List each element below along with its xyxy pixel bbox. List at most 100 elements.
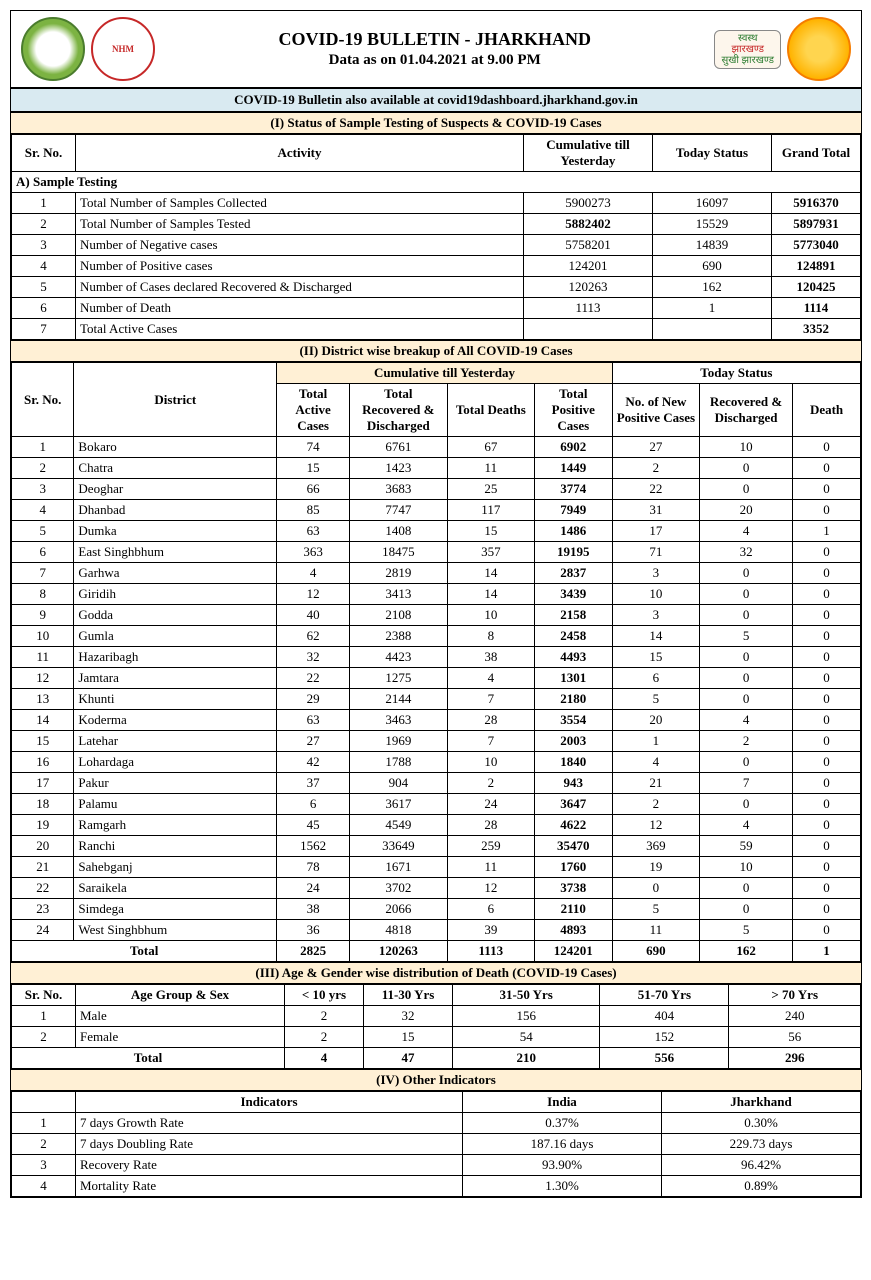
cell-val: 2 — [285, 1027, 364, 1048]
cell-today: 15529 — [653, 214, 772, 235]
cell-district: West Singhbhum — [74, 920, 277, 941]
cell-total: 5773040 — [772, 235, 861, 256]
cell-active: 15 — [277, 458, 350, 479]
cell-sr: 4 — [12, 1176, 76, 1197]
col-india: India — [463, 1092, 662, 1113]
cell-jh: 0.89% — [662, 1176, 861, 1197]
bulletin-page: NHM COVID-19 BULLETIN - JHARKHAND Data a… — [10, 10, 862, 1198]
cell-pos: 7949 — [534, 500, 612, 521]
cell-val: 556 — [600, 1048, 729, 1069]
cell-today: 16097 — [653, 193, 772, 214]
cell-today — [653, 319, 772, 340]
cell-newpos: 22 — [612, 479, 699, 500]
cell-sr: 1 — [12, 1006, 76, 1027]
cell-cum: 120263 — [524, 277, 653, 298]
cell-newpos: 10 — [612, 584, 699, 605]
cell-active: 62 — [277, 626, 350, 647]
table-row: 12Jamtara22127541301600 — [12, 668, 861, 689]
cell-district: Khunti — [74, 689, 277, 710]
cell-district: Hazaribagh — [74, 647, 277, 668]
section2-title: (II) District wise breakup of All COVID-… — [11, 340, 861, 362]
cell-newpos: 11 — [612, 920, 699, 941]
cell-sr: 10 — [12, 626, 74, 647]
table-row: 9Godda402108102158300 — [12, 605, 861, 626]
col-grp: Age Group & Sex — [76, 985, 285, 1006]
cell-deaths: 24 — [447, 794, 534, 815]
cell-newpos: 21 — [612, 773, 699, 794]
section3-title: (III) Age & Gender wise distribution of … — [11, 962, 861, 984]
cell-active: 32 — [277, 647, 350, 668]
cell-activity: Total Number of Samples Tested — [76, 214, 524, 235]
cell-deaths: 10 — [447, 605, 534, 626]
cell-pos: 2110 — [534, 899, 612, 920]
cell-newdeath: 0 — [793, 668, 861, 689]
col-blank — [12, 1092, 76, 1113]
col-newpos: No. of New Positive Cases — [612, 384, 699, 437]
cell-rec: 33649 — [349, 836, 447, 857]
cell-newrec: 10 — [700, 437, 793, 458]
cell-newrec: 0 — [700, 899, 793, 920]
total-row: Total282512026311131242016901621 — [12, 941, 861, 962]
cell-newpos: 15 — [612, 647, 699, 668]
badge-line: झारखण्ड — [731, 44, 764, 55]
cell-jh: 96.42% — [662, 1155, 861, 1176]
col-sr: Sr. No. — [12, 985, 76, 1006]
table-row: 11Hazaribagh3244233844931500 — [12, 647, 861, 668]
col-district: District — [74, 363, 277, 437]
cell-sr: 14 — [12, 710, 74, 731]
header: NHM COVID-19 BULLETIN - JHARKHAND Data a… — [11, 11, 861, 88]
cell-pos: 1760 — [534, 857, 612, 878]
cell-newrec: 0 — [700, 458, 793, 479]
jharkhand-badge: स्वस्थ झारखण्ड सुखी झारखण्ड — [714, 30, 781, 69]
cell-sr: 18 — [12, 794, 74, 815]
col-pos: Total Positive Cases — [534, 384, 612, 437]
cell-activity: Number of Death — [76, 298, 524, 319]
cell-newpos: 3 — [612, 563, 699, 584]
cell-newrec: 7 — [700, 773, 793, 794]
cell-district: Jamtara — [74, 668, 277, 689]
cell-rec: 6761 — [349, 437, 447, 458]
table-row: 7Total Active Cases3352 — [12, 319, 861, 340]
table-row: 20Ranchi15623364925935470369590 — [12, 836, 861, 857]
cell-deaths: 28 — [447, 815, 534, 836]
cell-deaths: 8 — [447, 626, 534, 647]
col-rec: Total Recovered & Discharged — [349, 384, 447, 437]
cell-active: 6 — [277, 794, 350, 815]
emblem-icon — [787, 17, 851, 81]
cell-newdeath: 0 — [793, 836, 861, 857]
cell-india: 0.37% — [463, 1113, 662, 1134]
cell-deaths: 38 — [447, 647, 534, 668]
cell-sr: 8 — [12, 584, 74, 605]
cell-today: 14839 — [653, 235, 772, 256]
cell-sr: 15 — [12, 731, 74, 752]
cell-active: 85 — [277, 500, 350, 521]
cell-newdeath: 0 — [793, 626, 861, 647]
cell-sr: 9 — [12, 605, 74, 626]
cell-rec: 3683 — [349, 479, 447, 500]
badge-line: स्वस्थ — [738, 33, 758, 44]
cell-newpos: 12 — [612, 815, 699, 836]
section3-table: Sr. No. Age Group & Sex < 10 yrs 11-30 Y… — [11, 984, 861, 1069]
col-total: Grand Total — [772, 135, 861, 172]
cell-newpos: 14 — [612, 626, 699, 647]
cell-district: Sahebganj — [74, 857, 277, 878]
cell-district: Gumla — [74, 626, 277, 647]
cell-deaths: 67 — [447, 437, 534, 458]
cell-pos: 124201 — [534, 941, 612, 962]
cell-total: 124891 — [772, 256, 861, 277]
cell-rec: 3617 — [349, 794, 447, 815]
cell-activity: Number of Positive cases — [76, 256, 524, 277]
cell-newdeath: 0 — [793, 584, 861, 605]
cell-sr: 11 — [12, 647, 74, 668]
cell-sr: 7 — [12, 563, 74, 584]
cell-sr: 20 — [12, 836, 74, 857]
cell-sr: 21 — [12, 857, 74, 878]
col-newrec: Recovered & Discharged — [700, 384, 793, 437]
cell-newdeath: 0 — [793, 710, 861, 731]
cell-pos: 943 — [534, 773, 612, 794]
availability-banner: COVID-19 Bulletin also available at covi… — [11, 88, 861, 112]
cell-cum: 5882402 — [524, 214, 653, 235]
cell-district: Garhwa — [74, 563, 277, 584]
cell-deaths: 14 — [447, 563, 534, 584]
cell-pos: 19195 — [534, 542, 612, 563]
